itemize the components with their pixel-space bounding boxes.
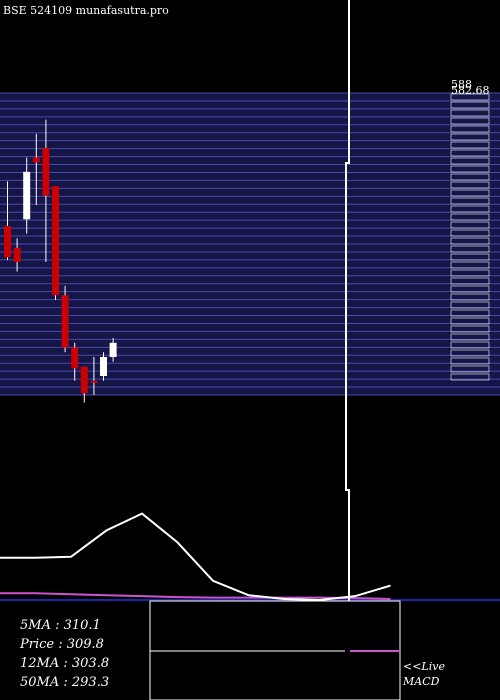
price-tick-blur	[450, 133, 490, 141]
price-tick-blur	[450, 125, 490, 133]
candle-body	[42, 148, 50, 196]
price-tick-blur	[450, 365, 490, 373]
price-tick-blur	[450, 109, 490, 117]
candle-body	[4, 225, 11, 258]
price-tick-blur	[450, 357, 490, 365]
macd-signal-line	[0, 592, 391, 601]
price-grid	[0, 92, 500, 396]
price-tick-blur	[450, 285, 490, 293]
stats-box: 5MA : 310.1 Price : 309.8 12MA : 303.8 50MA…	[19, 600, 401, 700]
price-tick-blur	[450, 205, 490, 213]
price-tick-blur	[450, 301, 490, 309]
price-tick-blur	[450, 277, 490, 285]
macd-label: MACD	[402, 675, 440, 688]
candle-body	[52, 186, 59, 296]
price-tick-blur	[450, 213, 490, 221]
price-tick-blur	[450, 165, 490, 173]
price-tick-label: 588	[451, 78, 472, 91]
price-tick-blur	[450, 173, 490, 181]
stat-row: 12MA : 303.8	[20, 656, 109, 671]
price-tick-label: 582.68	[451, 84, 490, 97]
stat-row: 5MA : 310.1	[20, 618, 101, 633]
price-tick-blur	[450, 237, 490, 245]
candle-body	[13, 247, 21, 263]
price-tick-blur	[450, 333, 490, 341]
price-tick-blur	[450, 117, 490, 125]
candle-body	[90, 380, 98, 383]
price-tick-blur	[450, 197, 490, 205]
price-tick-blur	[450, 341, 490, 349]
candle-body	[61, 295, 69, 348]
price-tick-blur	[450, 189, 490, 197]
price-tick-blur	[450, 157, 490, 165]
stat-row: 50MA : 293.3	[20, 675, 109, 690]
price-tick-blur	[450, 229, 490, 237]
candle-body	[109, 342, 117, 358]
price-tick-blur	[450, 325, 490, 333]
candle-body	[23, 171, 31, 220]
chart-title: BSE 524109 munafasutra.pro	[3, 4, 169, 17]
price-tick-blur	[450, 253, 490, 261]
candle-body	[80, 366, 88, 394]
price-tick-blur	[450, 181, 490, 189]
price-tick-blur	[450, 261, 490, 269]
price-tick-blur	[450, 309, 490, 317]
price-tick-blur	[450, 349, 490, 357]
price-tick-blur	[450, 93, 490, 101]
live-label: <<Live	[403, 660, 445, 673]
macd-main-line	[0, 512, 391, 602]
price-tick-blur	[450, 317, 490, 325]
price-tick-blur	[450, 101, 490, 109]
price-tick-blur	[450, 245, 490, 253]
candle-body	[100, 357, 107, 377]
price-tick-blur	[450, 149, 490, 157]
candles	[4, 119, 117, 403]
price-tick-blur	[450, 293, 490, 301]
price-tick-blur	[450, 221, 490, 229]
candle-body	[32, 157, 40, 163]
candle-body	[71, 347, 79, 369]
price-tick-blur	[450, 269, 490, 277]
price-tick-blur	[450, 141, 490, 149]
price-tick-blur	[450, 373, 490, 381]
stat-row: Price : 309.8	[19, 637, 104, 652]
